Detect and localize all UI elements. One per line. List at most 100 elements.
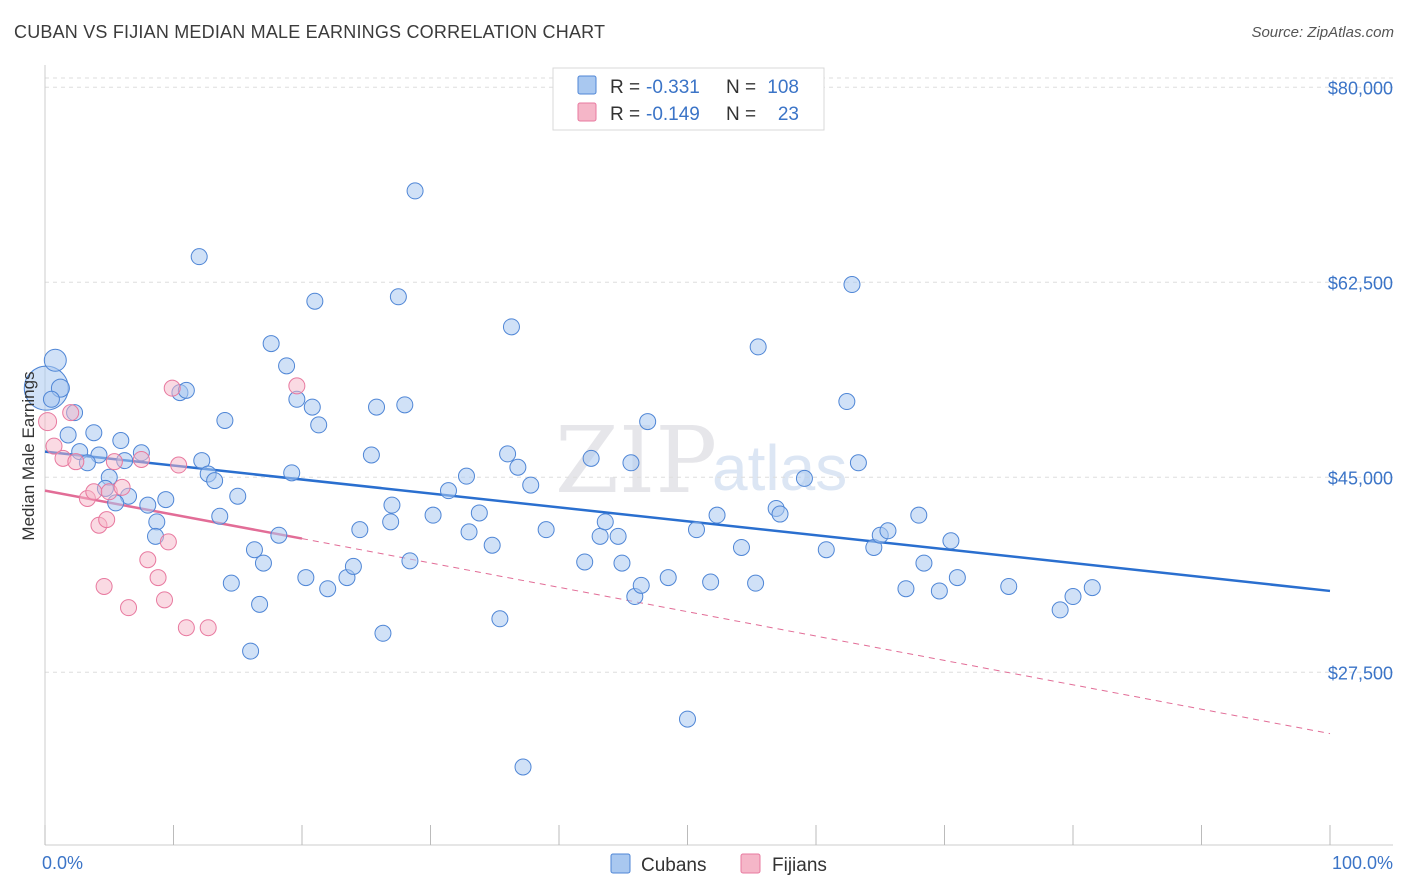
point-cubans-71	[591, 527, 609, 545]
point-cubans-5	[85, 424, 103, 442]
trend-line-cubans	[44, 450, 1331, 593]
point-fijians-3	[62, 404, 80, 422]
point-cubans-58	[457, 467, 475, 485]
point-fijians-4	[67, 453, 85, 471]
point-cubans-74	[613, 554, 631, 572]
watermark: ZIP atlas	[555, 407, 847, 514]
point-fijians-14	[132, 450, 150, 468]
point-cubans-101	[942, 532, 960, 550]
point-cubans-32	[262, 335, 280, 353]
point-cubans-81	[687, 521, 705, 539]
legend-bottom-label-cubans: Cubans	[641, 855, 707, 876]
point-cubans-88	[771, 505, 789, 523]
watermark-atlas: atlas	[712, 432, 847, 504]
point-cubans-50	[389, 288, 407, 306]
x-tick-labels: 0.0% 100.0%	[42, 853, 1393, 873]
point-cubans-54	[382, 513, 400, 531]
point-fijians-12	[113, 478, 131, 496]
point-cubans-75	[622, 454, 640, 472]
legend-r-value-cubans: -0.331	[646, 77, 700, 98]
point-fijians-6	[85, 483, 103, 501]
point-cubans-17	[157, 491, 175, 509]
point-fijians-23	[288, 377, 306, 395]
y-tick-label-2: $45,000	[1328, 468, 1393, 488]
point-fijians-19	[163, 379, 181, 397]
point-fijians-21	[177, 619, 195, 637]
point-cubans-70	[582, 449, 600, 467]
point-cubans-83	[708, 506, 726, 524]
point-cubans-15	[139, 496, 157, 514]
point-cubans-39	[319, 580, 337, 598]
point-cubans-72	[596, 513, 614, 531]
point-cubans-52	[401, 552, 419, 570]
point-fijians-18	[159, 533, 177, 551]
point-cubans-63	[499, 445, 517, 463]
point-cubans-93	[849, 454, 867, 472]
legend-bottom-swatch-fijians	[740, 853, 761, 874]
point-cubans-61	[483, 536, 501, 554]
point-fijians-22	[199, 619, 217, 637]
point-cubans-34	[283, 464, 301, 482]
point-cubans-55	[406, 182, 424, 200]
legend-bottom-label-fijians: Fijians	[772, 855, 827, 876]
x-tick-label-1: 100.0%	[1332, 853, 1393, 873]
point-cubans-1	[43, 348, 67, 372]
point-cubans-107	[42, 390, 60, 408]
point-cubans-78	[639, 413, 657, 431]
point-cubans-18	[148, 513, 166, 531]
point-fijians-17	[156, 591, 174, 609]
point-cubans-69	[576, 553, 594, 571]
series-cubans	[23, 182, 1101, 776]
point-cubans-67	[514, 758, 532, 776]
point-cubans-62	[491, 610, 509, 628]
point-cubans-43	[270, 526, 288, 544]
point-cubans-21	[190, 248, 208, 266]
x-tick-label-0: 0.0%	[42, 853, 83, 873]
point-cubans-92	[843, 276, 861, 294]
point-cubans-106	[1083, 579, 1101, 597]
point-cubans-46	[351, 521, 369, 539]
legend-swatch-fijians	[577, 102, 597, 122]
point-cubans-42	[251, 595, 269, 613]
point-cubans-89	[795, 469, 813, 487]
y-tick-label-1: $62,500	[1328, 273, 1393, 293]
legend-bottom-swatch-cubans	[610, 853, 631, 874]
point-cubans-65	[502, 318, 520, 336]
point-cubans-48	[368, 398, 386, 416]
point-cubans-45	[344, 557, 362, 575]
point-cubans-84	[732, 538, 750, 556]
point-cubans-30	[245, 541, 263, 559]
axes	[44, 65, 1393, 846]
point-cubans-56	[424, 506, 442, 524]
point-fijians-16	[149, 569, 167, 587]
point-cubans-82	[702, 573, 720, 591]
point-cubans-33	[278, 357, 296, 375]
point-fijians-10	[105, 453, 123, 471]
point-cubans-99	[915, 554, 933, 572]
point-cubans-79	[659, 569, 677, 587]
point-cubans-49	[374, 624, 392, 642]
point-cubans-51	[396, 396, 414, 414]
point-cubans-20	[177, 381, 195, 399]
legend-n-label-cubans: N =	[726, 77, 756, 98]
point-fijians-1	[45, 437, 63, 455]
point-cubans-60	[470, 504, 488, 522]
point-cubans-59	[460, 523, 478, 541]
series-fijians	[38, 377, 306, 637]
point-fijians-8	[95, 577, 113, 595]
point-cubans-73	[609, 527, 627, 545]
y-tick-label-0: $80,000	[1328, 78, 1393, 98]
point-cubans-31	[254, 554, 272, 572]
point-cubans-4	[59, 426, 77, 444]
point-cubans-96	[879, 522, 897, 540]
point-cubans-64	[509, 458, 527, 476]
source-label: Source: ZipAtlas.com	[1251, 24, 1394, 41]
point-cubans-90	[817, 541, 835, 559]
point-fijians-15	[139, 551, 157, 569]
point-fijians-13	[120, 599, 138, 617]
point-cubans-66	[522, 476, 540, 494]
point-fijians-0	[38, 412, 58, 432]
point-fijians-11	[98, 511, 116, 529]
point-cubans-68	[537, 521, 555, 539]
